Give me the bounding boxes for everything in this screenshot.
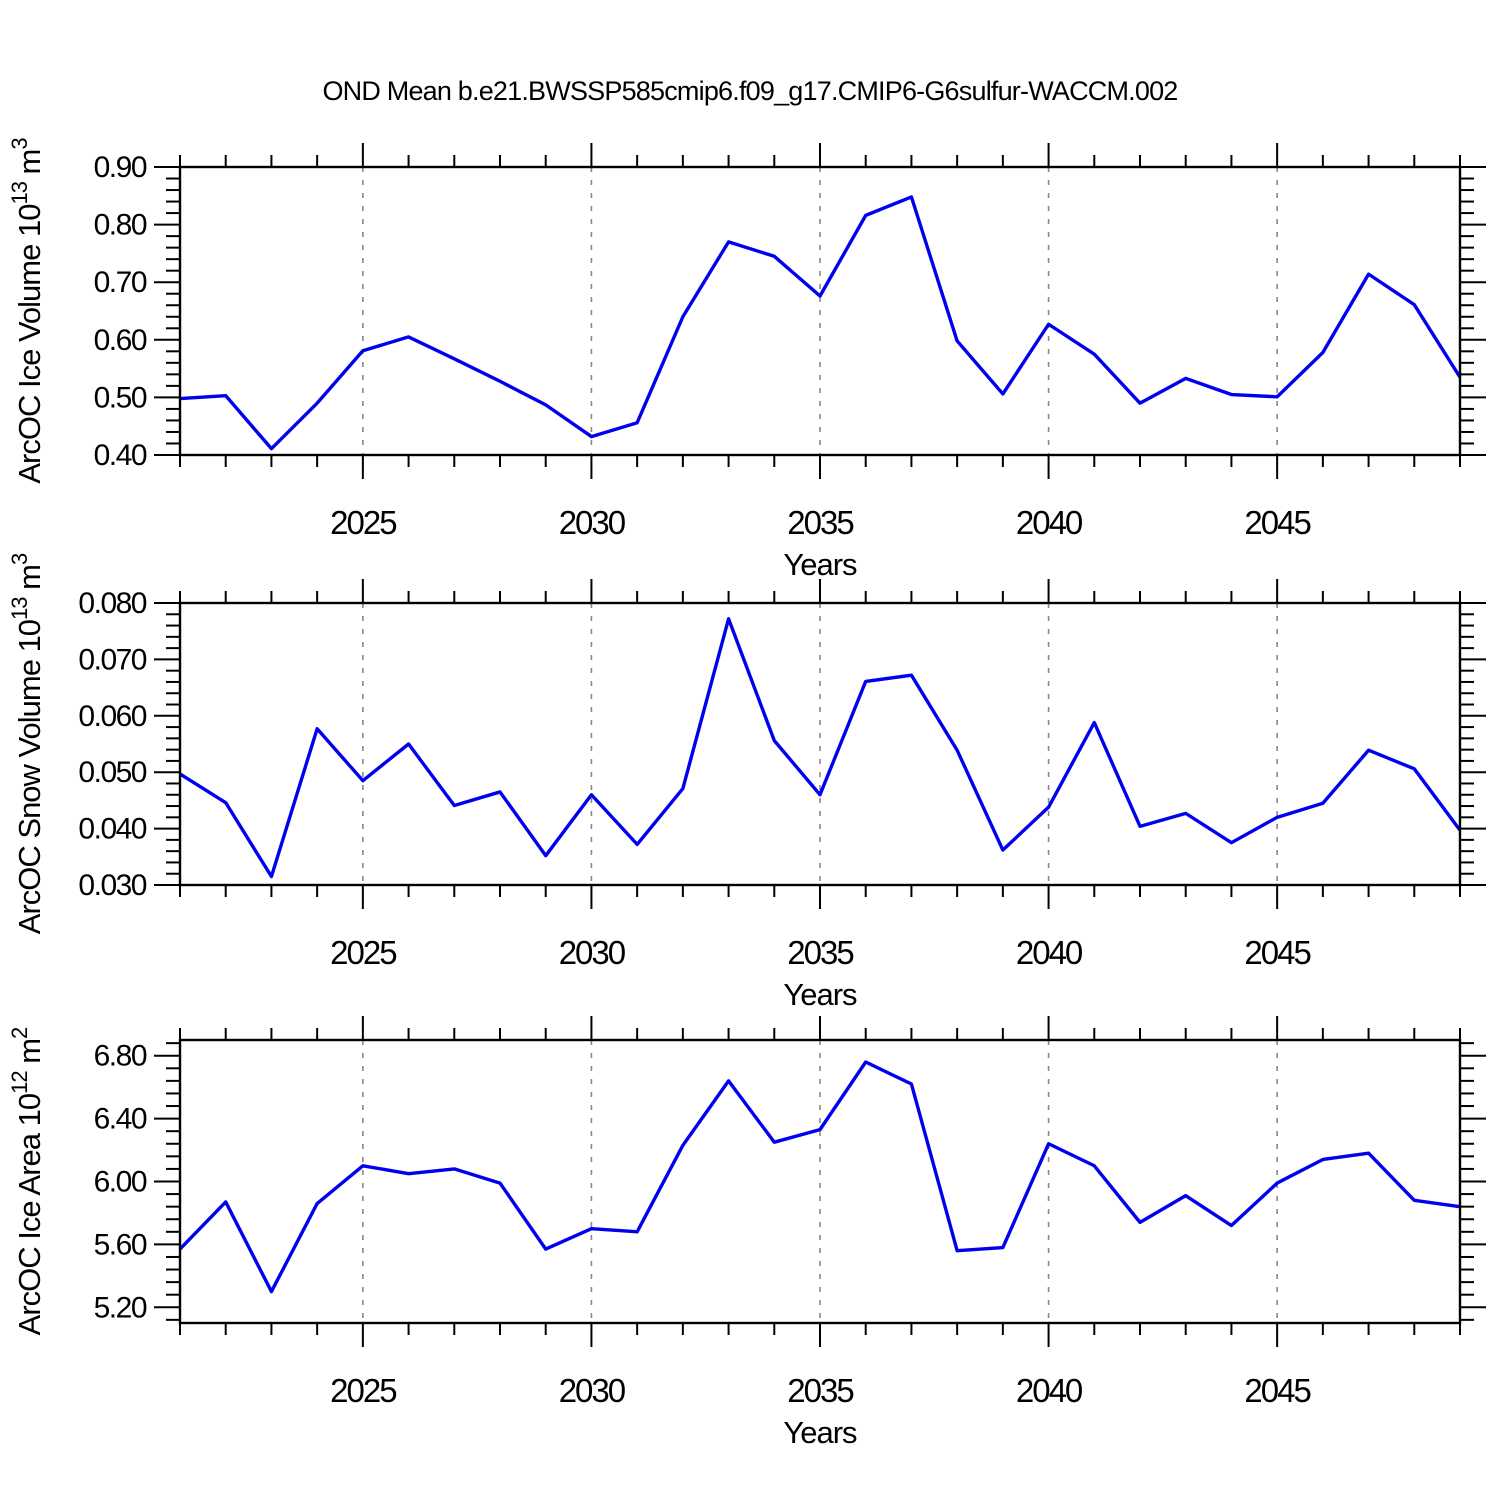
x-tick-label: 2045 <box>1244 1372 1310 1409</box>
y-tick-label: 6.40 <box>94 1103 147 1136</box>
y-tick-label: 0.030 <box>78 869 146 902</box>
x-tick-label: 2040 <box>1016 504 1083 541</box>
y-tick-label: 5.60 <box>94 1228 147 1261</box>
y-tick-label: 0.40 <box>94 439 147 472</box>
x-tick-label: 2030 <box>559 504 626 541</box>
x-tick-label: 2035 <box>787 1372 853 1409</box>
y-tick-label: 5.20 <box>94 1291 147 1324</box>
y-tick-label: 0.080 <box>78 587 146 620</box>
x-axis-title: Years <box>783 977 857 1012</box>
chart-title: OND Mean b.e21.BWSSP585cmip6.f09_g17.CMI… <box>322 76 1178 106</box>
x-tick-label: 2025 <box>330 934 396 971</box>
y-tick-label: 0.040 <box>78 813 146 846</box>
y-tick-label: 0.050 <box>78 756 146 789</box>
x-tick-label: 2045 <box>1244 934 1310 971</box>
y-tick-label: 0.90 <box>94 151 147 184</box>
y-tick-label: 0.60 <box>94 324 147 357</box>
x-tick-label: 2040 <box>1016 1372 1083 1409</box>
y-axis-title: ArcOC Snow Volume 1013 m3 <box>7 553 47 934</box>
y-tick-label: 0.50 <box>94 381 147 414</box>
x-tick-label: 2025 <box>330 504 396 541</box>
x-tick-label: 2040 <box>1016 934 1083 971</box>
x-axis-title: Years <box>783 1415 857 1450</box>
x-tick-label: 2045 <box>1244 504 1310 541</box>
y-tick-label: 0.80 <box>94 209 147 242</box>
x-tick-label: 2030 <box>559 934 626 971</box>
y-axis-title: ArcOC Ice Volume 1013 m3 <box>7 138 47 484</box>
series-line <box>178 1060 1461 1294</box>
y-tick-label: 6.00 <box>94 1166 147 1199</box>
x-tick-label: 2035 <box>787 504 853 541</box>
y-tick-label: 0.70 <box>94 266 147 299</box>
y-axis-title: ArcOC Ice Area 1012 m2 <box>7 1027 47 1335</box>
series-line <box>179 195 1462 451</box>
x-tick-label: 2030 <box>559 1372 626 1409</box>
y-tick-label: 0.060 <box>78 700 146 733</box>
y-tick-label: 6.80 <box>94 1040 147 1073</box>
x-axis-title: Years <box>783 547 857 582</box>
series-line <box>179 617 1462 879</box>
x-tick-label: 2025 <box>330 1372 396 1409</box>
y-tick-label: 0.070 <box>78 643 146 676</box>
x-tick-label: 2035 <box>787 934 853 971</box>
